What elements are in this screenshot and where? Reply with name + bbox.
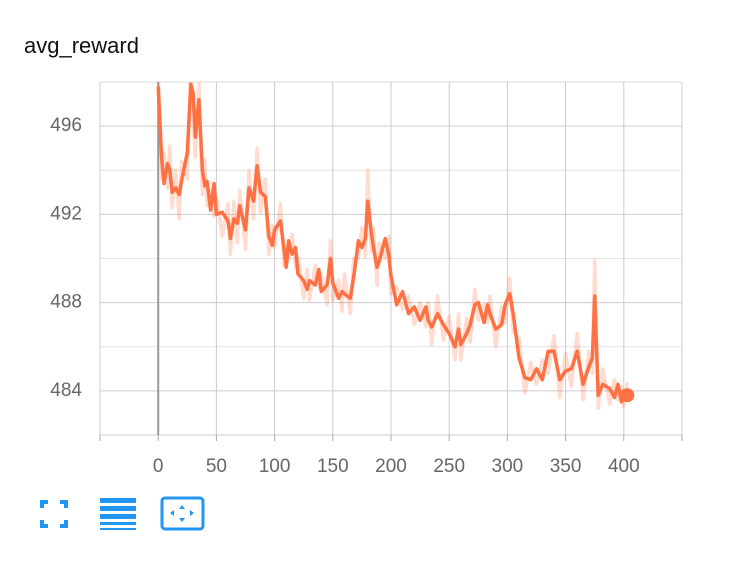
x-tick-label: 300 [492,456,524,477]
toggle-log-button[interactable] [100,498,136,530]
x-tick-label: 0 [153,456,164,477]
chart-title: avg_reward [24,33,139,58]
y-tick-label: 492 [50,203,82,224]
x-tick-label: 150 [317,456,349,477]
series-line [156,82,629,404]
y-tick-label: 496 [50,115,82,136]
grid [99,81,683,441]
x-tick-label: 400 [608,456,640,477]
x-tick-label: 350 [550,456,582,477]
y-tick-label: 484 [50,380,82,401]
end-marker [620,388,635,403]
x-tick-label: 50 [206,456,227,477]
fit-domain-button[interactable] [160,496,205,531]
toolbar [40,496,205,531]
x-tick-label: 200 [375,456,407,477]
plot-area [156,82,630,411]
x-tick-label: 250 [433,456,465,477]
y-tick-label: 488 [50,292,82,313]
fullscreen-button[interactable] [40,500,68,528]
x-tick-label: 100 [259,456,291,477]
